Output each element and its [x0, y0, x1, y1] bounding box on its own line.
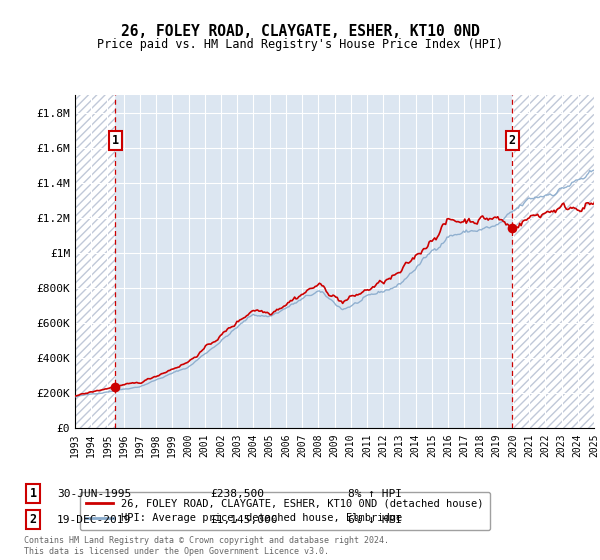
- Text: 2: 2: [29, 513, 37, 526]
- Bar: [75, 95, 115, 428]
- Text: 30-JUN-1995: 30-JUN-1995: [57, 489, 131, 499]
- Text: 2: 2: [509, 134, 516, 147]
- Text: 1: 1: [29, 487, 37, 501]
- Text: £238,500: £238,500: [210, 489, 264, 499]
- Text: Contains HM Land Registry data © Crown copyright and database right 2024.
This d: Contains HM Land Registry data © Crown c…: [24, 536, 389, 556]
- Bar: [512, 95, 594, 428]
- Text: £1,145,000: £1,145,000: [210, 515, 277, 525]
- Text: Price paid vs. HM Land Registry's House Price Index (HPI): Price paid vs. HM Land Registry's House …: [97, 38, 503, 51]
- Legend: 26, FOLEY ROAD, CLAYGATE, ESHER, KT10 0ND (detached house), HPI: Average price, : 26, FOLEY ROAD, CLAYGATE, ESHER, KT10 0N…: [80, 492, 490, 530]
- Text: 1: 1: [112, 134, 119, 147]
- Text: 6% ↓ HPI: 6% ↓ HPI: [348, 515, 402, 525]
- Text: 19-DEC-2019: 19-DEC-2019: [57, 515, 131, 525]
- Text: 8% ↑ HPI: 8% ↑ HPI: [348, 489, 402, 499]
- Text: 26, FOLEY ROAD, CLAYGATE, ESHER, KT10 0ND: 26, FOLEY ROAD, CLAYGATE, ESHER, KT10 0N…: [121, 24, 479, 39]
